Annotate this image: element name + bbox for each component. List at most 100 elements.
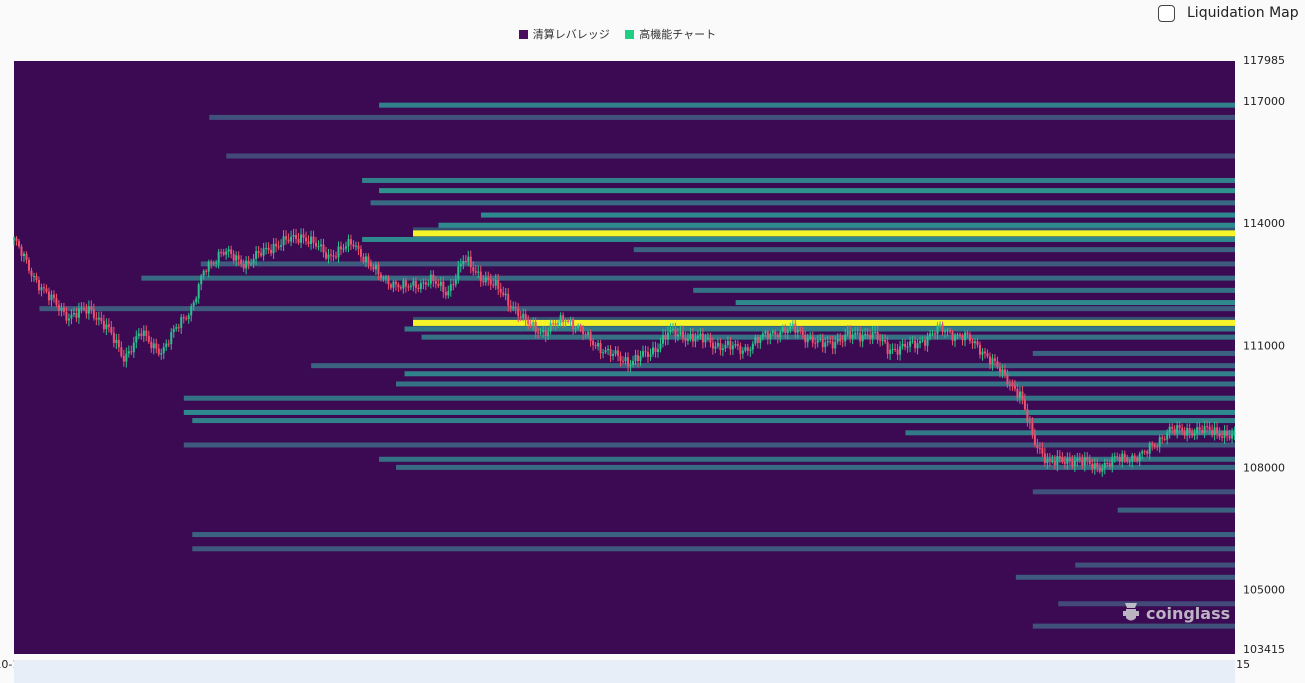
candle-up [1101,468,1104,472]
candle-down [35,275,38,280]
candle-down [122,355,125,362]
candle-down [509,305,512,309]
candle-up [40,287,43,291]
candle-up [1073,460,1076,467]
candle-up [1176,425,1179,433]
candle-down [210,261,213,264]
candle-up [921,340,924,342]
candle-down [407,286,410,288]
candle-down [1061,458,1064,463]
candle-down [1041,448,1044,454]
candle-down [45,288,48,292]
candle-up [624,357,627,362]
candle-down [334,256,337,258]
candle-down [869,335,872,339]
candle-down [879,339,882,341]
candle-down [307,241,310,245]
candle-up [310,236,313,245]
liquidation-map-toggle[interactable]: Liquidation Map [1158,3,1299,23]
candle-down [1088,459,1091,464]
candle-down [996,361,999,367]
candle-up [791,323,794,327]
candle-up [22,253,25,256]
liquidation-band [311,363,1235,369]
candle-down [841,341,844,343]
candle-up [317,246,320,248]
candle-down [914,340,917,349]
candle-down [739,345,742,354]
candle-down [1171,426,1174,429]
candle-down [1026,409,1029,422]
liquidation-band [404,371,1235,377]
candle-down [37,279,40,291]
candle-down [1008,384,1011,386]
candle-down [75,313,78,318]
candle-up [327,254,330,259]
candle-up [172,328,175,333]
candle-down [15,237,18,241]
time-navigator[interactable] [14,660,1235,683]
candle-down [983,351,986,354]
candle-down [524,313,527,321]
candle-up [429,274,432,284]
candle-down [95,317,98,320]
candle-down [182,317,185,319]
candle-up [384,276,387,278]
candle-up [1113,456,1116,458]
candle-up [1093,463,1096,469]
liquidation-band [404,326,1235,332]
candle-down [729,340,732,350]
candle-down [1143,451,1146,453]
candle-down [719,343,722,351]
candle-down [474,271,477,273]
candle-up [217,251,220,263]
candle-up [696,335,699,339]
candle-down [489,279,492,285]
candle-up [639,356,642,362]
liquidation-band [183,395,1235,401]
candle-down [167,343,170,345]
candle-down [1091,463,1094,469]
candle-down [65,311,68,321]
legend-item-advanced-chart[interactable]: 高機能チャート [625,26,716,42]
candle-down [934,333,937,335]
candle-down [579,325,582,327]
candle-up [806,338,809,343]
candle-up [342,248,345,250]
candle-up [649,354,652,357]
candle-down [527,320,530,325]
candle-down [584,334,587,336]
candle-down [589,331,592,341]
candle-up [931,333,934,335]
candle-up [1138,453,1141,461]
candle-down [492,284,495,286]
price-candles [13,228,1236,477]
candle-down [904,343,907,347]
candle-down [232,253,235,261]
y-tick-label: 108000 [1243,461,1285,474]
liquidation-band [209,114,1235,120]
candle-up [901,343,904,347]
candle-up [449,284,452,291]
liquidation-band [1058,601,1235,607]
candle-down [1098,467,1101,472]
candle-up [614,350,617,355]
candle-down [267,247,270,250]
candle-down [417,287,420,289]
candle-up [202,270,205,276]
candle-up [731,345,734,350]
candle-down [894,348,897,350]
liquidation-band [1032,489,1235,495]
candle-up [744,347,747,351]
candle-down [1031,423,1034,435]
legend-item-liquidation-leverage[interactable]: 清算レバレッジ [518,26,610,42]
candle-up [1001,369,1004,373]
liquidation-map-checkbox[interactable] [1158,4,1175,22]
candle-up [459,264,462,267]
candle-down [1023,399,1026,410]
candle-up [50,294,53,301]
candle-up [190,306,193,316]
candle-down [414,280,417,288]
candle-up [854,332,857,335]
candle-up [642,351,645,357]
